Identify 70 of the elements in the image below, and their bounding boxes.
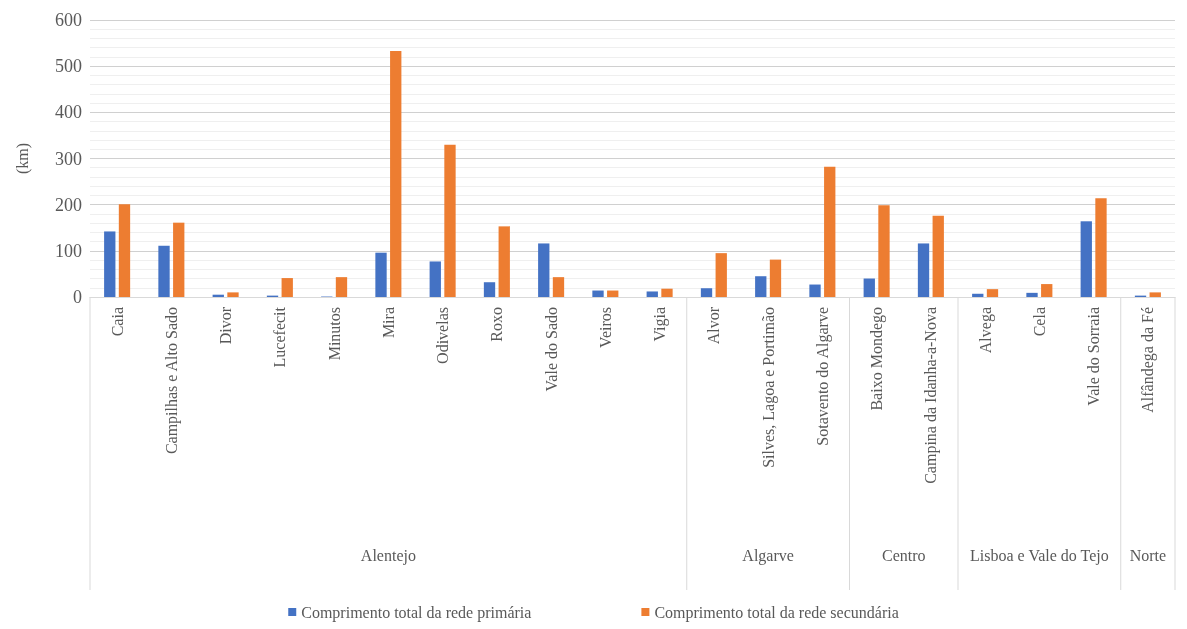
bar: [878, 205, 890, 297]
x-tick-label: Vale do Sado: [542, 307, 560, 392]
bar: [1080, 221, 1092, 297]
y-tick-label: 400: [55, 102, 82, 123]
bar: [118, 204, 131, 297]
y-tick-label: 200: [55, 194, 82, 215]
bar: [715, 253, 727, 297]
x-tick-label: Roxo: [488, 307, 506, 342]
bar: [592, 290, 604, 297]
bar: [932, 215, 944, 297]
y-tick-label: 100: [55, 240, 82, 261]
bar: [390, 50, 402, 297]
bar: [700, 288, 713, 297]
bar: [281, 278, 293, 297]
bar: [1149, 292, 1161, 297]
bar: [646, 291, 658, 297]
bar: [863, 278, 875, 297]
x-tick-label: Alfândega da Fé: [1139, 307, 1158, 413]
text: Algarve: [742, 546, 794, 565]
bar: [986, 289, 999, 297]
bar: [824, 166, 836, 297]
bar: [661, 288, 673, 297]
bar: [552, 277, 565, 297]
bar: [917, 243, 930, 297]
x-tick-label: Baixo Mondego: [868, 307, 887, 411]
bar: [335, 277, 348, 297]
text: Norte: [1129, 546, 1167, 564]
bar: [375, 252, 387, 297]
bar: [227, 292, 239, 297]
bar: [429, 261, 441, 297]
text: Alentejo: [360, 546, 416, 565]
legend-label: Comprimento total da rede primária: [301, 603, 532, 622]
bar: [498, 226, 510, 297]
x-tick-label: Campina da Idanha-a-Nova: [922, 307, 941, 484]
bar: [483, 282, 496, 297]
y-tick-label: 0: [73, 287, 82, 307]
y-tick-label: 300: [55, 148, 82, 169]
x-tick-label: Vale do Sorraia: [1085, 307, 1103, 406]
y-tick-label: 500: [55, 56, 82, 77]
bar: [755, 276, 767, 297]
y-axis-title: (km): [13, 142, 32, 175]
x-tick-label: Veiros: [596, 307, 614, 348]
bar: [1095, 198, 1107, 297]
x-tick-label: Alvega: [976, 307, 995, 354]
x-tick-label: Lucefecit: [271, 306, 289, 368]
x-tick-label: Vigia: [651, 307, 670, 342]
bar: [104, 231, 116, 297]
bar: [607, 290, 619, 297]
bar: [538, 243, 550, 297]
y-tick-label: 600: [55, 10, 82, 30]
x-tick-label: Mira: [379, 307, 397, 339]
x-tick-label: Odivelas: [434, 307, 452, 364]
text: Centro: [881, 546, 926, 564]
legend-label: Comprimento total da rede secundária: [654, 603, 899, 622]
x-tick-label: Alvor: [705, 306, 723, 345]
bar: [444, 144, 456, 297]
bar: [1026, 292, 1038, 297]
x-tick-label: Cela: [1030, 307, 1048, 337]
x-tick-label: Silves, Lagoa e Portimão: [759, 307, 778, 468]
bar: [173, 222, 185, 297]
bar: [769, 259, 782, 297]
x-tick-label: Minutos: [325, 307, 343, 361]
text: Lisboa e Vale do Tejo: [970, 546, 1109, 565]
x-tick-label: Sotavento do Algarve: [813, 307, 832, 446]
bar: [158, 245, 170, 297]
x-tick-label: Campilhas e Alto Sado: [162, 307, 181, 455]
bar: [1041, 284, 1053, 297]
x-tick-label: Divor: [217, 306, 235, 345]
bar: [809, 284, 821, 297]
x-tick-label: Caia: [108, 307, 126, 337]
